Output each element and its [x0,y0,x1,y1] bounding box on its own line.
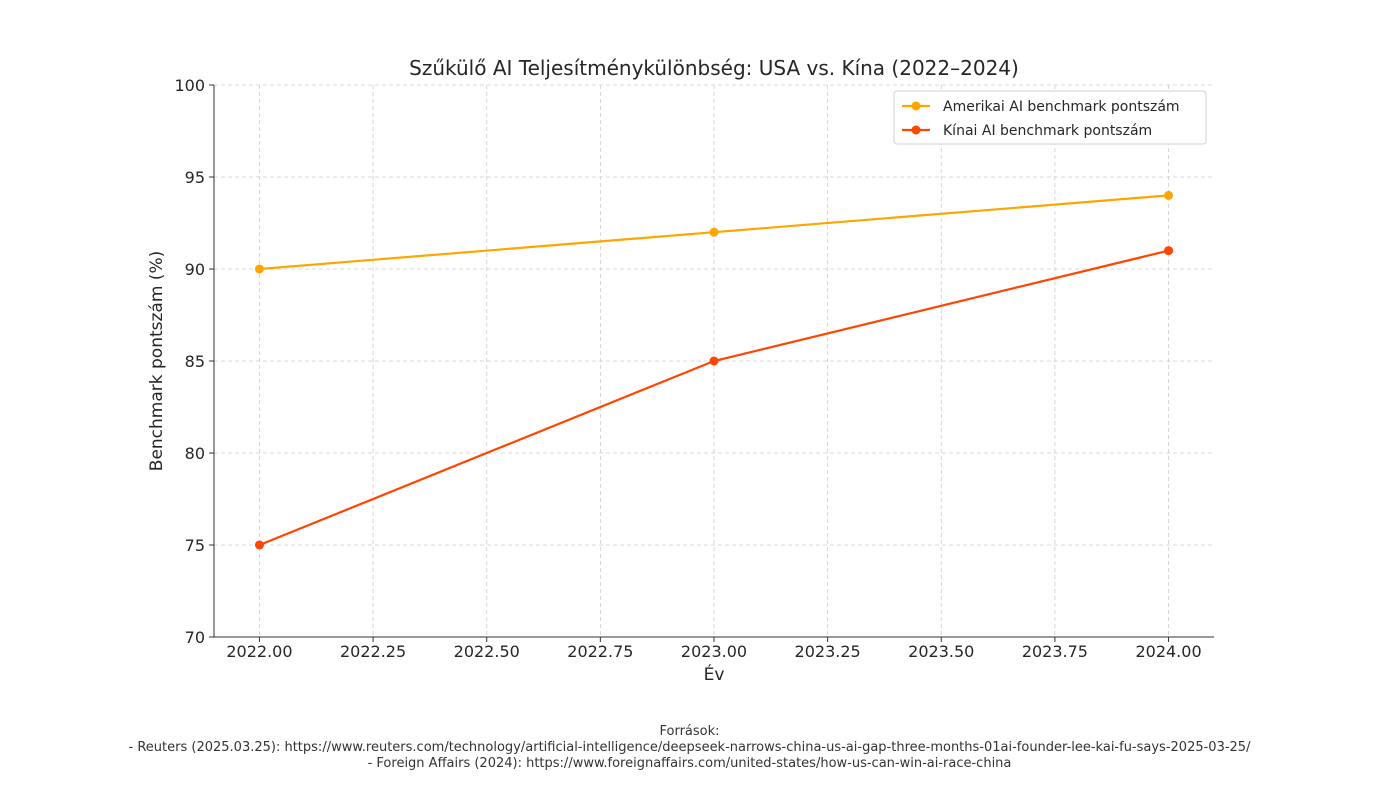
y-tick-label: 100 [174,76,205,95]
y-tick-label: 75 [185,536,205,555]
source-line-foreign-affairs: - Foreign Affairs (2024): https://www.fo… [367,756,1012,771]
x-axis-label: Év [704,663,725,685]
x-tick-label: 2022.00 [226,642,292,661]
y-tick-label: 95 [185,168,205,187]
source-line-reuters: - Reuters (2025.03.25): https://www.reut… [128,740,1251,755]
legend-box [893,90,1207,145]
data-point [709,356,719,366]
legend-label: Amerikai AI benchmark pontszám [943,99,1180,115]
x-tick-label: 2023.50 [908,642,974,661]
x-tick-label: 2023.00 [681,642,747,661]
y-axis-label: Benchmark pontszám (%) [147,251,167,471]
legend-marker [911,125,921,135]
data-point [1164,246,1174,256]
x-tick-label: 2022.50 [454,642,520,661]
x-tick-label: 2024.00 [1135,642,1201,661]
y-tick-label: 85 [185,352,205,371]
data-point [254,264,264,274]
data-point [1164,190,1174,200]
sources-heading: Források: [659,724,720,739]
x-axis-ticks: 2022.00 2022.25 2022.50 2022.75 2023.00 2023.… [226,637,1202,661]
y-tick-label: 70 [185,628,205,647]
legend-label: Kínai AI benchmark pontszám [943,123,1152,139]
x-tick-label: 2022.75 [567,642,633,661]
y-axis-ticks: 70 75 80 85 90 95 100 [174,76,214,647]
x-tick-label: 2023.25 [795,642,861,661]
line-chart: 2022.00 2022.25 2022.50 2022.75 2023.00 2023.… [147,56,1214,685]
legend-marker [911,101,921,111]
x-tick-label: 2023.75 [1022,642,1088,661]
y-tick-label: 90 [185,260,205,279]
data-point [254,540,264,550]
legend: Amerikai AI benchmark pontszám Kínai AI b… [893,90,1207,145]
y-tick-label: 80 [185,444,205,463]
series-group [254,190,1174,550]
x-tick-label: 2022.25 [340,642,406,661]
sources-block: Források: - Reuters (2025.03.25): https:… [0,724,1379,772]
chart-title: Szűkülő AI Teljesítménykülönbség: USA vs… [409,56,1019,80]
data-point [709,227,719,237]
